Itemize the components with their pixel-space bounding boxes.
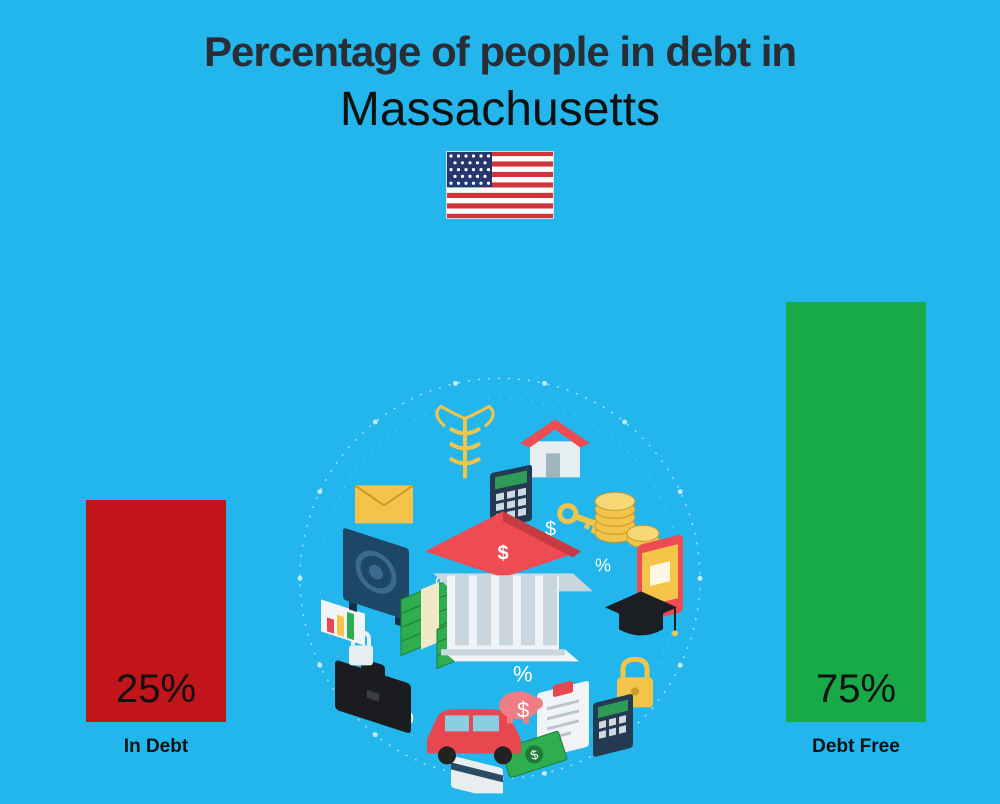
bar-value-in_debt: 25% [86, 667, 226, 712]
svg-text:%: % [595, 555, 611, 575]
bar-label-in_debt: In Debt [86, 736, 226, 758]
bar-value-debt_free: 75% [786, 667, 926, 712]
us-flag-icon [446, 151, 554, 219]
center-finance-graphic: $ % % [285, 363, 715, 793]
bar-debt_free: 75% [786, 302, 926, 722]
svg-text:$: $ [517, 697, 529, 722]
page-subtitle: Massachusetts [0, 82, 1000, 137]
card-icon [451, 755, 503, 793]
caduceus-icon [437, 406, 493, 478]
page-title: Percentage of people in debt in [0, 28, 1000, 76]
bank-building-icon: $ [425, 511, 593, 661]
bar-label-debt_free: Debt Free [786, 736, 926, 758]
chart-area: $ % % [0, 284, 1000, 804]
bar-in_debt: 25% [86, 500, 226, 722]
bar-chart-icon [321, 599, 365, 645]
calculator-icon [593, 693, 633, 757]
envelope-icon [355, 485, 413, 523]
svg-text:$: $ [497, 542, 508, 564]
svg-text:%: % [513, 661, 533, 686]
coins-icon [595, 492, 659, 547]
bar-group-in_debt: 25% In Debt [86, 500, 226, 758]
bar-group-debt_free: 75% Debt Free [786, 302, 926, 758]
